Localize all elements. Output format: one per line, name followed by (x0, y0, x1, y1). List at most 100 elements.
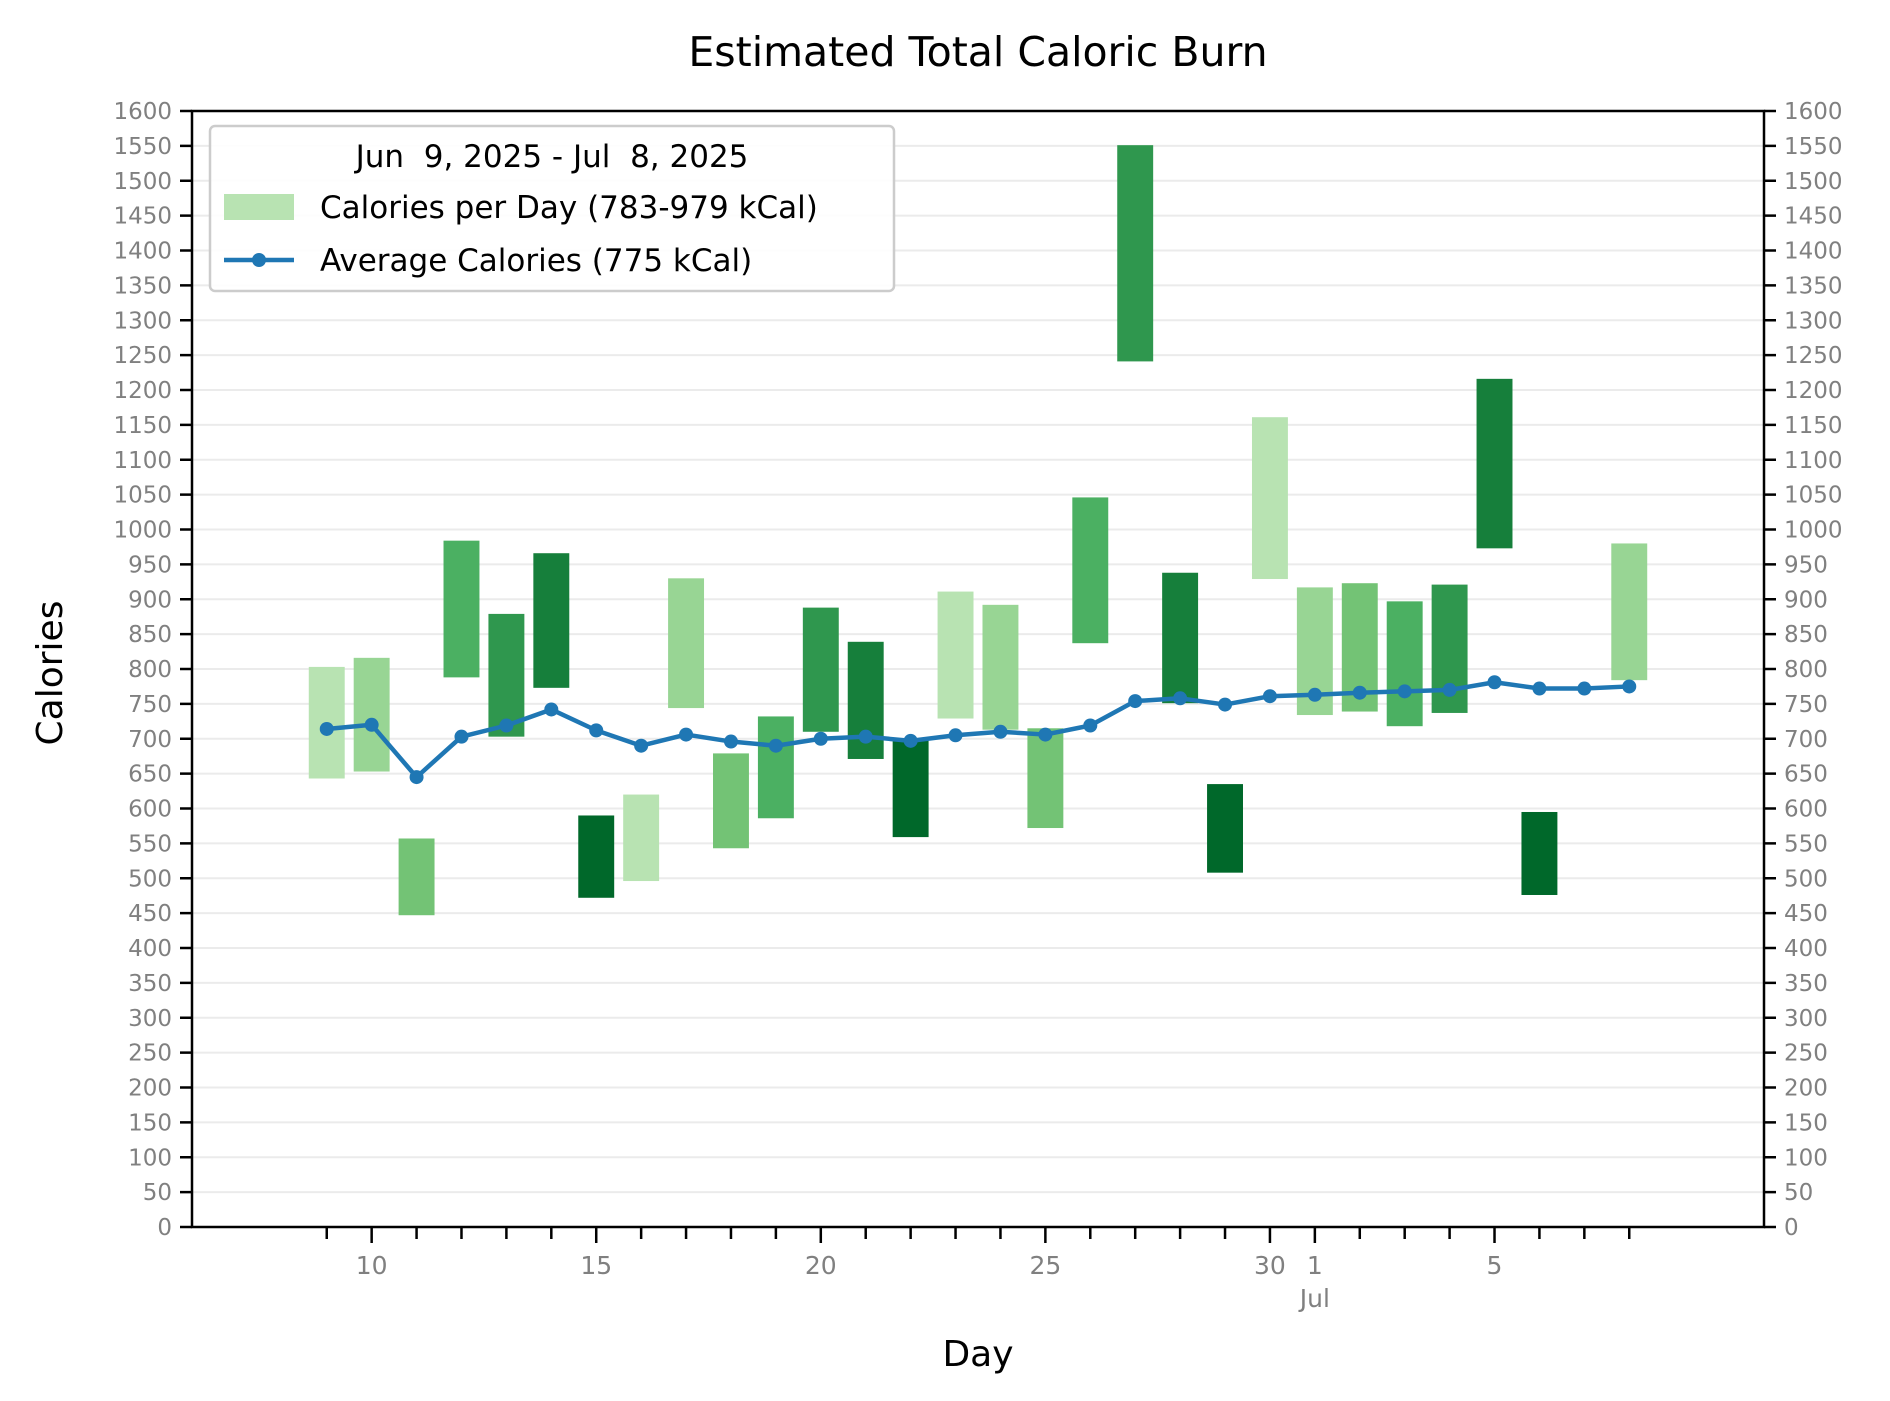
y-tick-label-left: 1250 (113, 343, 172, 369)
x-axis: 10 15 20 25 30 1 Jul 5 (325, 1227, 1631, 1313)
y-tick-label-left: 450 (128, 901, 172, 927)
legend-bar-label: Calories per Day (783-979 kCal) (320, 190, 818, 226)
calorie-bar (713, 753, 749, 849)
calorie-bar (668, 578, 705, 709)
y-tick-label-right: 1400 (1784, 239, 1843, 265)
y-tick-label-right: 1600 (1784, 99, 1843, 125)
y-tick-label-right: 700 (1784, 727, 1828, 753)
y-tick-label-right: 1350 (1784, 273, 1843, 299)
legend-box (208, 124, 896, 293)
average-point (858, 729, 873, 744)
average-point (1577, 681, 1592, 696)
legend-line-label: Average Calories (775 kCal) (320, 243, 752, 279)
average-point (454, 729, 469, 744)
y-tick-label-left: 1500 (113, 169, 172, 195)
x-tick-label: 25 (1029, 1251, 1061, 1280)
y-tick-label-right: 650 (1784, 762, 1828, 788)
calorie-bar (1251, 417, 1288, 580)
y-tick-label-right: 200 (1784, 1076, 1828, 1102)
average-point (948, 728, 963, 743)
y-tick-label-right: 1300 (1784, 308, 1843, 334)
y-tick-label-right: 450 (1784, 901, 1828, 927)
calorie-bar (1162, 572, 1199, 704)
average-point (723, 734, 738, 749)
average-point (544, 702, 559, 717)
average-point (1262, 689, 1277, 704)
average-point (1038, 727, 1053, 742)
average-point (1487, 675, 1502, 690)
calorie-bar (533, 553, 570, 688)
calorie-bar (982, 604, 1019, 730)
y-tick-label-left: 100 (128, 1145, 172, 1171)
y-tick-label-right: 350 (1784, 971, 1828, 997)
x-tick-label: 5 (1487, 1251, 1503, 1280)
calorie-bar (1386, 601, 1423, 727)
average-point (319, 721, 334, 736)
y-tick-label-left: 1600 (113, 99, 172, 125)
y-tick-label-left: 1550 (113, 134, 172, 160)
average-point (993, 724, 1008, 739)
calorie-bar (1521, 811, 1558, 895)
legend-title: Jun 9, 2025 - Jul 8, 2025 (354, 139, 749, 175)
y-tick-label-right: 750 (1784, 692, 1828, 718)
average-line-series (319, 675, 1637, 785)
y-tick-label-left: 600 (128, 797, 172, 823)
y-tick-label-right: 500 (1784, 866, 1828, 892)
y-tick-label-left: 750 (128, 692, 172, 718)
x-tick-label: 10 (356, 1251, 388, 1280)
y-tick-label-right: 600 (1784, 797, 1828, 823)
average-point (1083, 718, 1098, 733)
average-point (1128, 694, 1143, 709)
average-point (634, 738, 649, 753)
y-tick-label-right: 400 (1784, 936, 1828, 962)
y-tick-label-left: 350 (128, 971, 172, 997)
y-tick-label-left: 1050 (113, 483, 172, 509)
legend: Jun 9, 2025 - Jul 8, 2025 Calories per D… (208, 124, 896, 293)
y-tick-label-left: 650 (128, 762, 172, 788)
y-tick-label-left: 1200 (113, 378, 172, 404)
y-tick-label-left: 200 (128, 1076, 172, 1102)
calorie-bar (623, 794, 660, 882)
x-tick-label: 20 (805, 1251, 837, 1280)
y-tick-label-left: 400 (128, 936, 172, 962)
y-tick-label-right: 50 (1784, 1180, 1813, 1206)
y-tick-label-left: 550 (128, 831, 172, 857)
x-tick-label: 1 (1307, 1251, 1323, 1280)
y-tick-label-right: 250 (1784, 1041, 1828, 1067)
y-tick-label-left: 1150 (113, 413, 172, 439)
y-tick-label-left: 300 (128, 1006, 172, 1032)
y-tick-label-right: 1450 (1784, 204, 1843, 230)
y-tick-label-left: 1000 (113, 518, 172, 544)
calorie-bar (398, 838, 435, 916)
y-tick-label-left: 950 (128, 552, 172, 578)
legend-bar-swatch (224, 194, 294, 220)
x-axis-title: Day (942, 1334, 1013, 1375)
average-line (326, 680, 1630, 780)
y-tick-label-right: 1200 (1784, 378, 1843, 404)
y-axis-title: Calories (30, 601, 71, 746)
average-point (679, 727, 694, 742)
calorie-bars (308, 145, 1648, 916)
y-tick-label-right: 1050 (1784, 483, 1843, 509)
y-tick-label-left: 900 (128, 587, 172, 613)
y-tick-label-left: 1450 (113, 204, 172, 230)
average-point (1622, 679, 1637, 694)
y-axis-right: 0 50 100 150 200 250 300 350 400 450 500 550 600 650 7… (1764, 99, 1843, 1241)
average-point (768, 738, 783, 753)
y-tick-label-left: 1100 (113, 448, 172, 474)
calorie-bar (757, 716, 794, 819)
calorie-bar (1207, 784, 1243, 873)
average-point (1352, 685, 1367, 700)
y-tick-label-right: 1250 (1784, 343, 1843, 369)
y-tick-label-left: 1350 (113, 273, 172, 299)
calorie-bar (1117, 145, 1154, 362)
y-tick-label-left: 150 (128, 1110, 172, 1136)
average-point (499, 718, 514, 733)
y-tick-label-right: 0 (1784, 1215, 1799, 1241)
y-tick-label-left: 800 (128, 657, 172, 683)
x-tick-label: 30 (1254, 1251, 1286, 1280)
average-point (409, 770, 424, 785)
calorie-bar (1027, 728, 1064, 829)
